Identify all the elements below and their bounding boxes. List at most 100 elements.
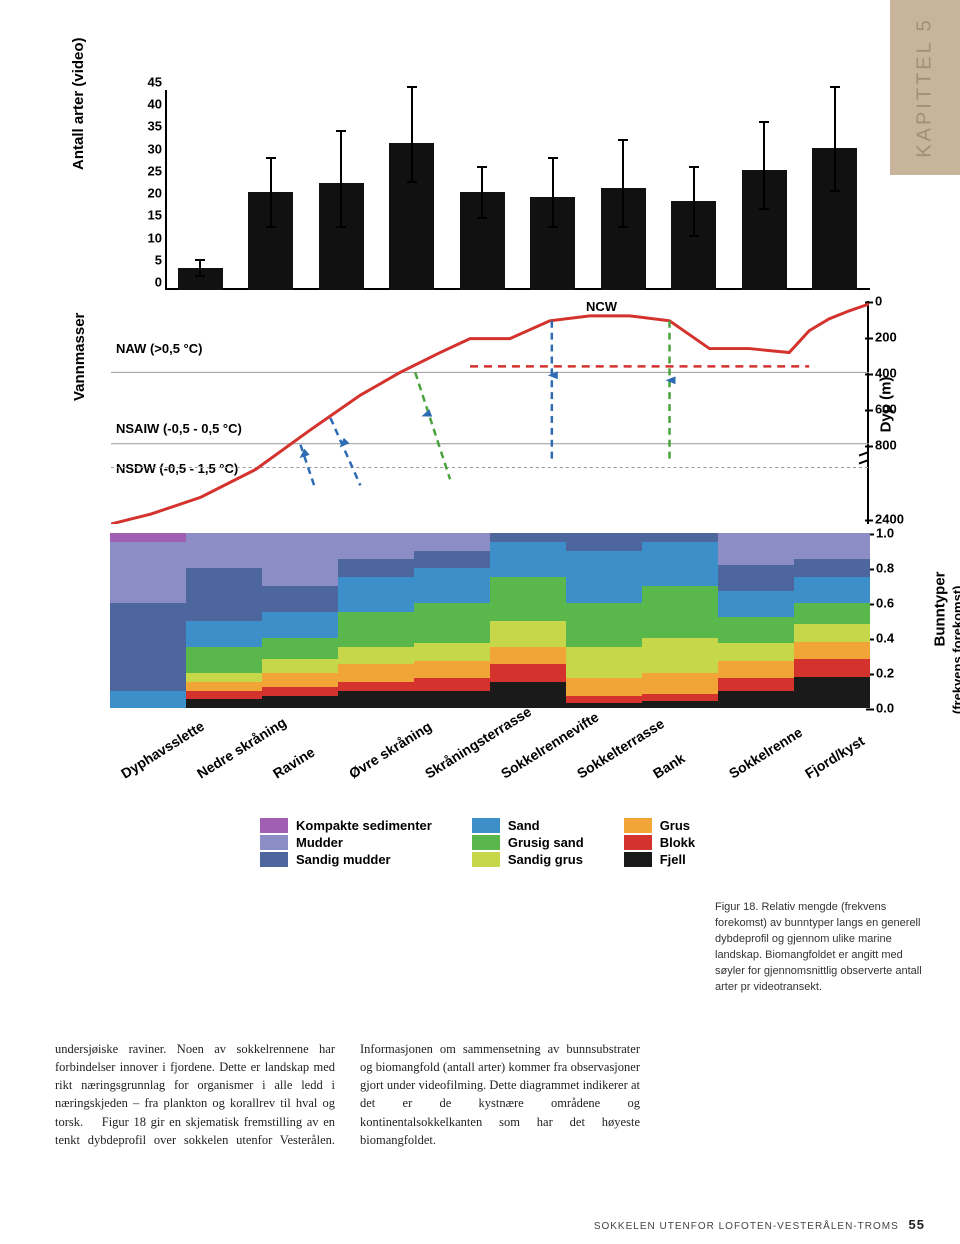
profile-right-tick: 0 <box>875 294 911 309</box>
legend-item: Mudder <box>260 835 432 850</box>
footer-title: SOKKELEN UTENFOR LOFOTEN-VESTERÅLEN-TROM… <box>594 1221 899 1232</box>
bars-y-ticks: 051015202530354045 <box>132 90 162 290</box>
stacked-segment <box>262 533 338 586</box>
body-text: undersjøiske raviner. Noen av sokkelrenn… <box>55 1040 640 1149</box>
stacked-column <box>338 533 414 708</box>
stacked-segment <box>110 542 186 603</box>
stacked-column <box>262 533 338 708</box>
legend-swatch <box>260 852 288 867</box>
stacked-column <box>642 533 718 708</box>
stacked-column <box>490 533 566 708</box>
stacked-segment <box>262 673 338 687</box>
category-label: Fjord/kyst <box>802 733 867 782</box>
stacked-right-tick: 1.0 <box>876 526 908 541</box>
stacked-right-tick: 0.0 <box>876 701 908 716</box>
stacked-segment <box>186 691 262 700</box>
bars-y-tick: 30 <box>132 141 162 156</box>
stacked-segment <box>262 638 338 659</box>
legend-label: Kompakte sedimenter <box>296 818 432 833</box>
stacked-segment <box>642 586 718 639</box>
stacked-segment <box>262 659 338 673</box>
stacked-segment <box>186 621 262 647</box>
chapter-label: KAPITTEL 5 <box>914 17 937 157</box>
legend-item: Sand <box>472 818 584 833</box>
stacked-segment <box>110 533 186 542</box>
category-label: Øvre skråning <box>346 718 434 781</box>
category-label: Ravine <box>270 744 317 782</box>
stacked-segment <box>414 691 490 709</box>
stacked-segment <box>718 565 794 591</box>
stacked-right-tick: 0.4 <box>876 631 908 646</box>
category-labels: DyphavssletteNedre skråningRavineØvre sk… <box>110 713 870 808</box>
stacked-segment <box>566 703 642 708</box>
bars-y-tick: 25 <box>132 163 162 178</box>
bars-y-tick: 5 <box>132 252 162 267</box>
chapter-side-tab: KAPITTEL 5 <box>890 0 960 175</box>
bars-y-tick: 0 <box>132 275 162 290</box>
legend-item: Sandig mudder <box>260 852 432 867</box>
depth-profile-chart: Vannmasser Dyp (m) 02004006008002400 NAW… <box>110 300 870 525</box>
stacked-segment <box>566 647 642 679</box>
stacked-segment <box>718 617 794 643</box>
legend-label: Fjell <box>660 852 686 867</box>
legend-label: Sandig grus <box>508 852 583 867</box>
stacked-segment <box>642 638 718 673</box>
legend-swatch <box>260 818 288 833</box>
stacked-segment <box>794 559 870 577</box>
stacked-segment <box>414 643 490 661</box>
stacked-segment <box>490 682 566 708</box>
footer-page-number: 55 <box>909 1217 925 1232</box>
legend-item: Grus <box>624 818 695 833</box>
stacked-segment <box>490 664 566 682</box>
legend-swatch <box>472 835 500 850</box>
figure-caption: Figur 18. Relativ mengde (frekvens forek… <box>715 900 925 996</box>
stacked-segment <box>794 577 870 603</box>
profile-right-tick: 2400 <box>875 512 911 527</box>
stacked-segment <box>718 533 794 565</box>
stacked-segment <box>718 691 794 709</box>
bars-y-axis <box>165 90 167 290</box>
bars-y-tick: 35 <box>132 119 162 134</box>
bars-y-tick: 20 <box>132 186 162 201</box>
stacked-segment <box>642 542 718 586</box>
legend-label: Mudder <box>296 835 343 850</box>
stacked-segment <box>642 694 718 701</box>
stacked-r-label-2: (frekvens forekomst) <box>951 586 960 715</box>
stacked-segment <box>414 661 490 679</box>
figure-18: Antall arter (video) 051015202530354045 … <box>50 90 880 867</box>
legend-item: Sandig grus <box>472 852 584 867</box>
stacked-segment <box>718 678 794 690</box>
bars-y-label: Antall arter (video) <box>70 37 87 170</box>
profile-y-label: Vannmasser <box>71 313 88 401</box>
stacked-segment <box>186 568 262 621</box>
stacked-segment <box>414 568 490 603</box>
stacked-segment <box>338 682 414 691</box>
stacked-segment <box>566 551 642 604</box>
stacked-segment <box>718 591 794 617</box>
stacked-segment <box>566 533 642 551</box>
stacked-segment <box>338 577 414 612</box>
species-bar-chart: Antall arter (video) 051015202530354045 <box>110 90 870 290</box>
legend-item: Kompakte sedimenter <box>260 818 432 833</box>
stacked-segment <box>186 647 262 673</box>
page-footer: SOKKELEN UTENFOR LOFOTEN-VESTERÅLEN-TROM… <box>594 1217 925 1232</box>
stacked-segment <box>794 624 870 642</box>
stacked-segment <box>794 533 870 559</box>
stacked-segment <box>262 687 338 696</box>
profile-right-tick: 600 <box>875 402 911 417</box>
legend-swatch <box>624 852 652 867</box>
stacked-segment <box>414 678 490 690</box>
stacked-segment <box>186 682 262 691</box>
stacked-r-label-1: Bunntyper <box>932 572 949 647</box>
stacked-segment <box>566 603 642 647</box>
stacked-column <box>186 533 262 708</box>
stacked-segment <box>338 533 414 559</box>
stacked-segment <box>414 533 490 551</box>
stacked-column <box>110 533 186 708</box>
stacked-segment <box>794 677 870 709</box>
stacked-segment <box>338 612 414 647</box>
stacked-segment <box>642 533 718 542</box>
stacked-segment <box>642 673 718 694</box>
stacked-column <box>566 533 642 708</box>
stacked-segment <box>262 612 338 638</box>
